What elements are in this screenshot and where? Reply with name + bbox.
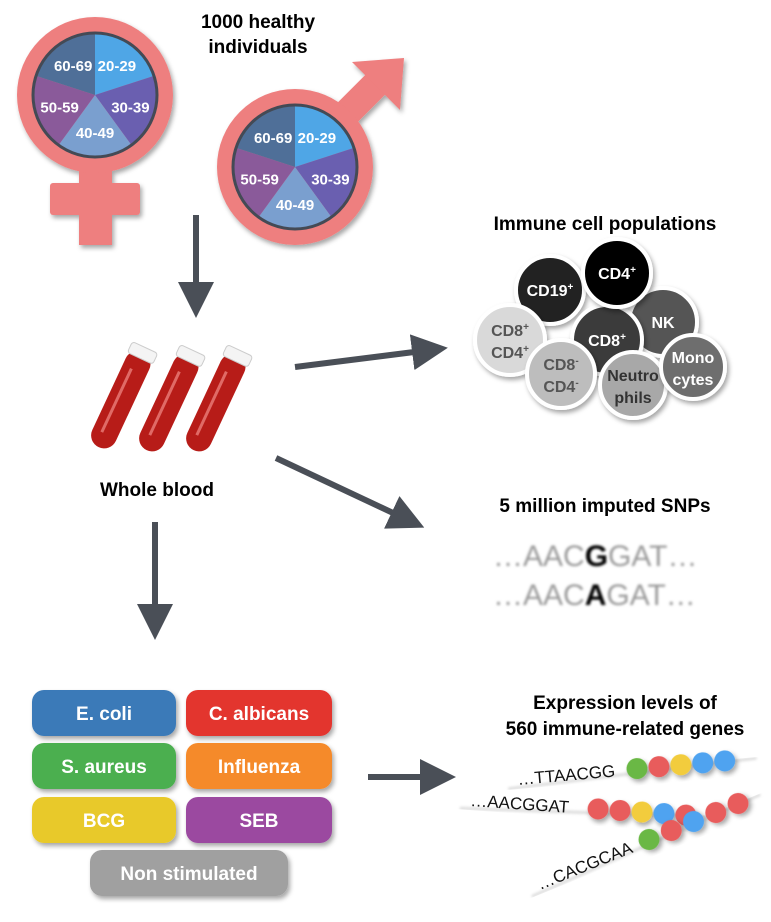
- immune-cells-title: Immune cell populations: [494, 214, 717, 235]
- age-label: 50-59: [240, 171, 278, 188]
- expression-dot: [609, 799, 631, 821]
- stimulus-label: BCG: [83, 811, 125, 832]
- cell-label: NK: [651, 315, 675, 332]
- stimulus-label: E. coli: [76, 704, 132, 725]
- gene-row: …TTAACGG: [508, 750, 757, 791]
- arrows: [137, 215, 456, 795]
- pie-slice-20-29: [95, 33, 154, 95]
- expression-dot: [626, 758, 648, 780]
- stimulus-label: C. albicans: [209, 704, 309, 725]
- gene-expression-rows: …TTAACGG…AACGGAT …CACGCAA: [459, 750, 761, 898]
- expression-dot: [638, 828, 660, 850]
- stimulus-label: SEB: [239, 811, 278, 832]
- expression-dot: [648, 756, 670, 778]
- blood-tubes-icon: [91, 342, 253, 452]
- cell-label: cytes: [673, 372, 714, 389]
- cell-label: CD8-: [543, 356, 578, 374]
- arrow-to-snps: [274, 455, 425, 529]
- snp-sequences: …AACGGAT… …AACAGAT…: [493, 540, 697, 612]
- cell-label: Neutro: [607, 368, 659, 385]
- cell-cd8-cd4-: CD8- CD4-: [525, 338, 597, 410]
- female-age-pie: 20-29 30-39 40-49 50-59 60-69: [31, 31, 159, 159]
- age-label: 20-29: [98, 58, 136, 75]
- expression-dot: [683, 811, 705, 833]
- age-label: 40-49: [76, 125, 114, 142]
- cell-label: CD4+: [598, 265, 636, 283]
- expression-title-line1: Expression levels of: [533, 693, 717, 714]
- pie-slice-50-59: [33, 75, 95, 146]
- pie-slice-60-69: [236, 105, 295, 167]
- cell-label: CD8+: [491, 322, 529, 340]
- gene-row: …AACGGAT: [459, 791, 710, 826]
- cell-monocytes: Mono cytes: [659, 333, 727, 401]
- stimuli-panel: E. coli C. albicans S. aureus Influenza BCG S…: [32, 690, 332, 896]
- arrow-to-immune-cells: [294, 334, 448, 371]
- pie-slice-50-59: [233, 147, 295, 218]
- age-label: 40-49: [276, 197, 314, 214]
- snp-row-2: …AACAGAT…: [493, 579, 696, 612]
- cell-label: Mono: [672, 350, 715, 367]
- gene-sequence: …TTAACGG: [517, 762, 616, 789]
- male-age-pie: 20-29 30-39 40-49 50-59 60-69: [231, 103, 359, 231]
- expression-dot: [660, 819, 682, 841]
- immune-cell-cluster: CD19+ NK CD8+ CD4+ CD8+ CD4+ CD8- CD4- Neutro phi…: [473, 237, 727, 420]
- gene-sequence: …AACGGAT: [470, 791, 570, 817]
- pie-slice-40-49: [58, 95, 132, 158]
- age-label: 60-69: [254, 130, 292, 147]
- expression-dot: [670, 754, 692, 776]
- stimulus-label: Non stimulated: [120, 864, 257, 885]
- expression-dot: [705, 802, 727, 824]
- cell-label: CD4+: [491, 344, 529, 362]
- expression-dot: [653, 803, 675, 825]
- pie-slice-30-39: [295, 147, 357, 218]
- pie-slice-30-39: [95, 75, 157, 146]
- stimulus-influenza: Influenza: [186, 743, 332, 789]
- pie-slice-60-69: [36, 33, 95, 95]
- expression-dot: [714, 750, 736, 772]
- age-label: 60-69: [54, 58, 92, 75]
- whole-blood-label: Whole blood: [100, 480, 214, 501]
- expression-dot: [727, 793, 749, 815]
- expression-dot: [692, 752, 714, 774]
- stimulus-c-albicans: C. albicans: [186, 690, 332, 736]
- cohort-title-line2: individuals: [208, 37, 307, 58]
- expression-title-line2: 560 immune-related genes: [506, 719, 745, 740]
- age-label: 50-59: [40, 99, 78, 116]
- stimulus-s-aureus: S. aureus: [32, 743, 176, 789]
- cell-label: CD4-: [543, 378, 578, 396]
- cell-cd8-cd4-: CD8+ CD4+: [473, 303, 547, 377]
- cell-cd19-: CD19+: [514, 254, 586, 326]
- cell-cd4-: CD4+: [581, 237, 653, 309]
- snps-title: 5 million imputed SNPs: [499, 496, 710, 517]
- cell-label: phils: [614, 390, 651, 407]
- stimulus-bcg: BCG: [32, 797, 176, 843]
- stimulus-e-coli: E. coli: [32, 690, 176, 736]
- pie-slice-20-29: [295, 105, 354, 167]
- gene-sequence: …CACGCAA: [534, 838, 635, 894]
- expression-dot: [631, 801, 653, 823]
- cell-neutrophils: Neutro phils: [598, 350, 668, 420]
- cell-label: CD8+: [588, 332, 626, 350]
- stimulus-non-stimulated: Non stimulated: [90, 850, 288, 896]
- cell-label: CD19+: [527, 282, 574, 300]
- stimulus-seb: SEB: [186, 797, 332, 843]
- stimulus-label: Influenza: [218, 757, 301, 778]
- age-label: 30-39: [311, 171, 349, 188]
- stimulus-label: S. aureus: [61, 757, 147, 778]
- pie-slice-40-49: [258, 167, 332, 229]
- expression-dot: [587, 798, 609, 820]
- age-label: 20-29: [298, 130, 336, 147]
- cohort-title-line1: 1000 healthy: [201, 12, 315, 33]
- age-label: 30-39: [111, 99, 149, 116]
- snp-row-1: …AACGGAT…: [493, 540, 697, 573]
